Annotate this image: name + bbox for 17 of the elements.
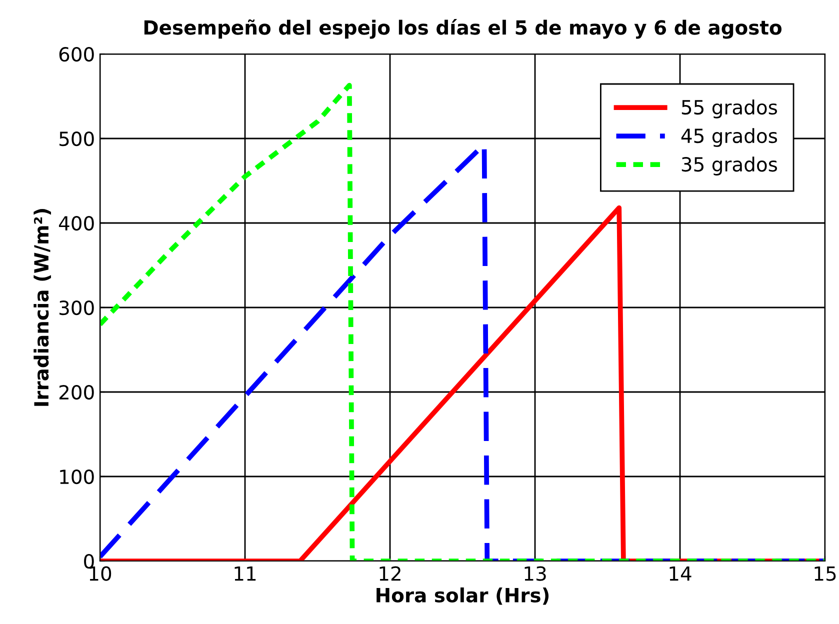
y-axis-title: Irradiancia (W/m²) — [34, 209, 51, 406]
x-axis-title: Hora solar (Hrs) — [376, 587, 549, 605]
x-tick-label: 13 — [524, 566, 546, 581]
y-tick-label: 600 — [59, 46, 94, 62]
legend-label: 45 grados — [681, 128, 778, 147]
x-tick-label: 12 — [380, 566, 400, 581]
y-tick-label: 100 — [60, 469, 94, 484]
chart-title: Desempeño del espejo los días el 5 de mayo y 6 de agosto — [144, 19, 782, 39]
y-tick-label: 200 — [59, 384, 94, 400]
y-tick-label: 400 — [58, 216, 94, 231]
x-tick-label: 11 — [234, 566, 256, 581]
x-tick-label: 15 — [814, 566, 836, 581]
legend-label: 55 grados — [682, 100, 778, 118]
legend-label: 35 grados — [682, 156, 778, 176]
y-tick-label: 500 — [60, 131, 94, 146]
x-tick-label: 14 — [670, 566, 692, 581]
y-tick-label: 300 — [60, 300, 94, 316]
